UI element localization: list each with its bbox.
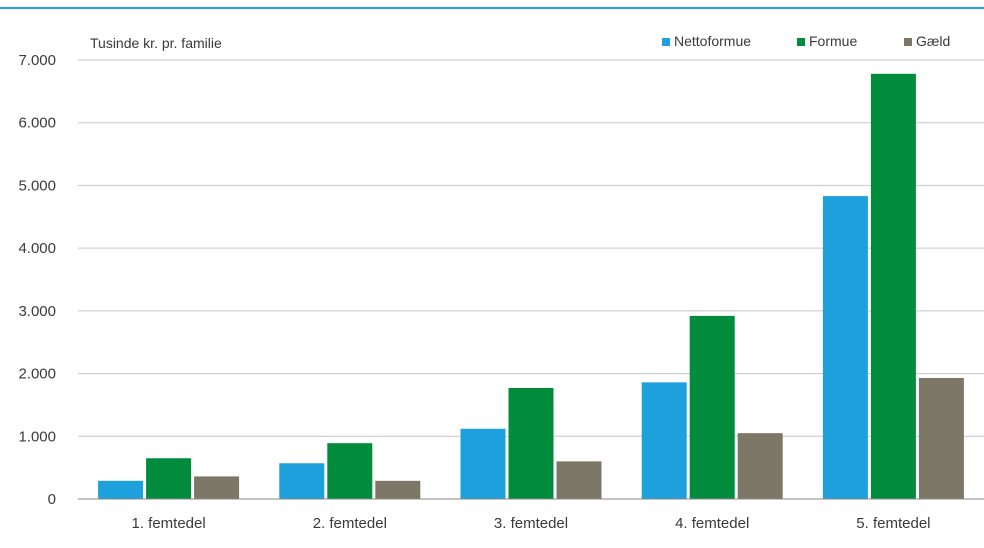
bar-nettoformue	[641, 382, 687, 499]
bar-nettoformue	[279, 463, 325, 499]
x-tick-label: 3. femtedel	[494, 515, 568, 532]
y-tick-label: 3.000	[18, 303, 56, 320]
y-tick-label: 2.000	[18, 366, 56, 383]
legend-swatch	[662, 38, 670, 46]
x-tick-label: 5. femtedel	[856, 515, 930, 532]
bar-nettoformue	[98, 480, 144, 499]
bar-formue	[327, 443, 373, 499]
legend-label: Formue	[809, 33, 857, 49]
bar-nettoformue	[822, 196, 868, 499]
legend-swatch	[797, 38, 805, 46]
y-tick-label: 1.000	[18, 428, 56, 445]
bar-nettoformue	[460, 428, 506, 499]
unit-label: Tusinde kr. pr. familie	[90, 35, 222, 51]
x-tick-label: 4. femtedel	[675, 515, 749, 532]
y-tick-label: 7.000	[18, 52, 56, 69]
bar-formue	[870, 73, 916, 499]
y-tick-label: 0	[48, 491, 56, 508]
bar-formue	[508, 387, 554, 499]
bar-gæld	[375, 480, 421, 499]
y-tick-label: 6.000	[18, 115, 56, 132]
bar-gæld	[556, 461, 602, 499]
x-tick-label: 1. femtedel	[131, 515, 205, 532]
x-tick-label: 2. femtedel	[313, 515, 387, 532]
bar-gæld	[737, 433, 783, 499]
bar-formue	[146, 458, 192, 499]
bar-formue	[689, 315, 735, 499]
legend-label: Gæld	[916, 33, 950, 49]
legend-label: Nettoformue	[674, 33, 751, 49]
legend-swatch	[904, 38, 912, 46]
y-tick-label: 4.000	[18, 240, 56, 257]
y-tick-label: 5.000	[18, 177, 56, 194]
bar-gæld	[194, 476, 240, 499]
bar-gæld	[918, 377, 964, 499]
